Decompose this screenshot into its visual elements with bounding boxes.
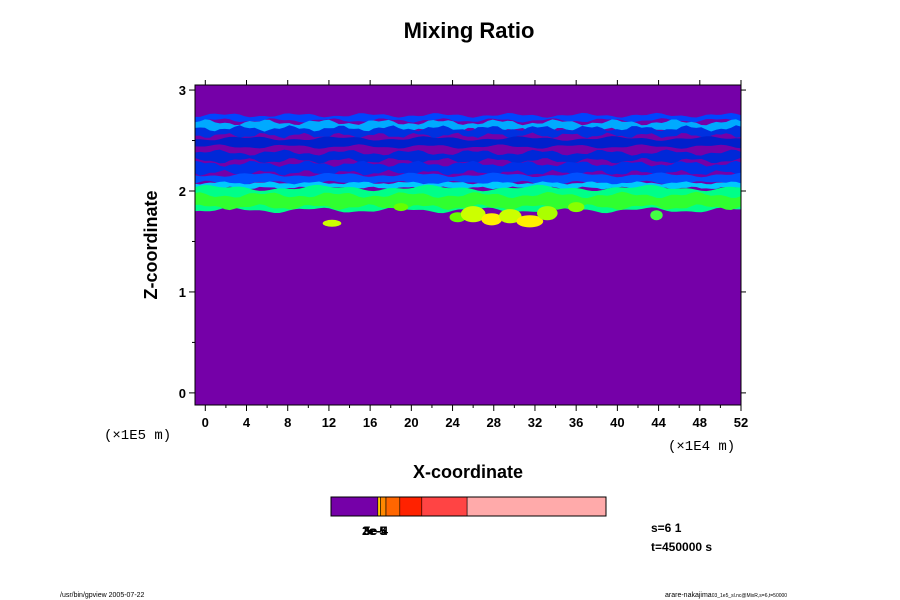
- x-tick-label: 8: [284, 415, 291, 430]
- plot-background: [195, 85, 741, 405]
- contour-layer-2: [195, 125, 741, 139]
- colorbar-segment-3: [385, 496, 401, 517]
- contour-layers: [195, 112, 741, 214]
- contour-blob-9: [393, 203, 409, 212]
- y-tick-label: 3: [179, 83, 186, 98]
- colorbar-label-1: 3e-5: [363, 524, 387, 538]
- contour-blob-4: [498, 209, 522, 224]
- x-tick-label: 16: [363, 415, 377, 430]
- x-tick-label: 12: [322, 415, 336, 430]
- x-tick-label: 36: [569, 415, 583, 430]
- x-axis-ticks: 0 4 8 12 16 20 24 28 32 36 40 44 48 52: [202, 80, 748, 430]
- chart-title: Mixing Ratio: [404, 18, 535, 43]
- y-axis-title: Z-coordinate: [141, 190, 161, 299]
- y-axis-ticks: 0 1 2 3: [179, 83, 746, 401]
- x-axis-title: X-coordinate: [413, 462, 523, 482]
- x-tick-label: 28: [487, 415, 501, 430]
- x-axis-unit: (×1E4 m): [668, 439, 735, 455]
- x-tick-label: 32: [528, 415, 542, 430]
- colorbar-frame: [330, 496, 607, 517]
- contour-blobs: [322, 202, 663, 228]
- contour-blob-2: [460, 206, 486, 223]
- colorbar-segment-2: [380, 496, 387, 517]
- x-tick-label: 20: [404, 415, 418, 430]
- contour-layer-5: [195, 160, 741, 176]
- colorbar-label-0: 2e-5: [362, 524, 386, 538]
- colorbar-segment-0: [330, 496, 379, 517]
- colorbar-labels: 2e-53e-55e-4: [362, 524, 388, 538]
- plot-frame: [194, 84, 742, 406]
- footer-right: arare-nakajima03_1e5_sl.nc@MixR,s=6,t=50…: [665, 592, 787, 599]
- contour-blob-5: [516, 215, 544, 228]
- contour-blob-6: [537, 206, 558, 221]
- y-tick-label: 0: [179, 386, 186, 401]
- x-tick-label: 40: [610, 415, 624, 430]
- colorbar-label-2: 5e-4: [364, 524, 388, 538]
- colorbar-segment-4: [399, 496, 423, 517]
- footer-right-main: arare-nakajima: [665, 592, 712, 599]
- contour-blob-3: [481, 213, 503, 226]
- plot-area: [194, 84, 742, 406]
- colorbar-segment-5: [421, 496, 468, 517]
- colorbar: [330, 496, 607, 517]
- contour-layer-6: [195, 172, 741, 186]
- colorbar-segment-6: [466, 496, 607, 517]
- x-tick-label: 4: [243, 415, 251, 430]
- contour-layer-1: [195, 119, 741, 134]
- contour-layer-9: [195, 191, 741, 211]
- contour-blob-0: [322, 219, 342, 227]
- info-s: s=6 1: [651, 521, 682, 535]
- x-tick-label: 0: [202, 415, 209, 430]
- contour-layer-7: [195, 181, 741, 190]
- contour-layer-3: [195, 136, 741, 149]
- y-tick-label: 1: [179, 285, 186, 300]
- contour-layer-0: [195, 112, 741, 123]
- footer-right-sub: 03_1e5_sl.nc@MixR,s=6,t=50000: [712, 593, 788, 599]
- colorbar-segment-1: [377, 496, 381, 517]
- contour-layer-4: [195, 149, 741, 164]
- info-t: t=450000 s: [651, 540, 712, 554]
- x-tick-label: 52: [734, 415, 748, 430]
- x-tick-label: 48: [693, 415, 707, 430]
- x-tick-label: 44: [651, 415, 666, 430]
- y-axis-unit: (×1E5 m): [104, 428, 171, 444]
- x-tick-label: 24: [445, 415, 460, 430]
- footer-left: /usr/bin/gpview 2005-07-22: [60, 592, 145, 599]
- contour-blob-7: [568, 202, 585, 213]
- y-tick-label: 2: [179, 184, 186, 199]
- contour-blob-8: [650, 210, 663, 221]
